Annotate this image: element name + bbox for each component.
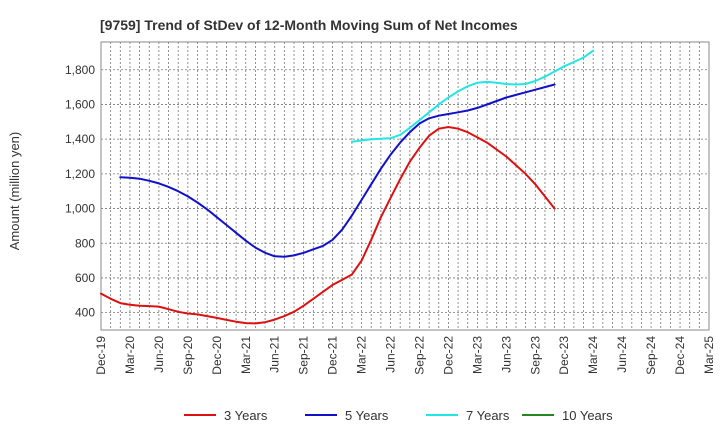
x-tick-label: Dec-24 — [673, 336, 687, 375]
legend-label-5-years: 5 Years — [345, 408, 389, 423]
x-tick-label: Jun-23 — [499, 336, 513, 373]
x-tick-label: Sep-23 — [528, 336, 542, 375]
series-line-7-years — [350, 49, 595, 143]
y-tick-label: 1,400 — [65, 132, 95, 146]
chart-title: [9759] Trend of StDev of 12-Month Moving… — [100, 17, 518, 33]
x-tick-label: Mar-23 — [470, 336, 484, 374]
legend-label-7-years: 7 Years — [466, 408, 510, 423]
series-line-5-years — [119, 83, 556, 258]
x-tick-label: Mar-20 — [123, 336, 137, 374]
x-tick-label: Mar-21 — [239, 336, 253, 374]
x-tick-label: Dec-23 — [557, 336, 571, 375]
x-axis-ticks: Dec-19 Mar-20 Jun-20 Sep-20 Dec-20 Mar-21 Jun-… — [94, 336, 716, 375]
y-tick-label: 1,800 — [65, 63, 95, 77]
x-tick-label: Sep-24 — [644, 336, 658, 375]
x-tick-label: Mar-24 — [586, 336, 600, 374]
x-tick-label: Sep-22 — [412, 336, 426, 375]
x-tick-label: Dec-22 — [441, 336, 455, 375]
y-tick-label: 1,600 — [65, 97, 95, 111]
x-tick-label: Mar-25 — [702, 336, 716, 374]
y-tick-label: 800 — [75, 236, 95, 250]
x-tick-label: Sep-20 — [181, 336, 195, 375]
series-lines — [100, 49, 595, 325]
plot-area — [100, 41, 710, 331]
y-axis-label: Amount (million yen) — [7, 132, 22, 251]
legend-label-3-years: 3 Years — [224, 408, 268, 423]
x-tick-label: Jun-21 — [268, 336, 282, 373]
legend: 3 Years 5 Years 7 Years 10 Years — [184, 408, 613, 423]
x-tick-label: Jun-24 — [615, 336, 629, 373]
y-tick-label: 1,200 — [65, 167, 95, 181]
y-axis-ticks: 400 600 800 1,000 1,200 1,400 1,600 1,800 — [65, 63, 95, 320]
y-tick-label: 400 — [75, 306, 95, 320]
x-tick-label: Dec-21 — [326, 336, 340, 375]
x-tick-label: Mar-22 — [355, 336, 369, 374]
x-tick-label: Dec-19 — [94, 336, 108, 375]
x-tick-label: Jun-22 — [384, 336, 398, 373]
y-tick-label: 1,000 — [65, 202, 95, 216]
x-tick-label: Jun-20 — [152, 336, 166, 373]
x-tick-label: Dec-20 — [210, 336, 224, 375]
grid-lines — [101, 42, 709, 330]
legend-label-10-years: 10 Years — [562, 408, 613, 423]
x-tick-label: Sep-21 — [297, 336, 311, 375]
series-line-3-years — [100, 126, 556, 325]
y-tick-label: 600 — [75, 271, 95, 285]
